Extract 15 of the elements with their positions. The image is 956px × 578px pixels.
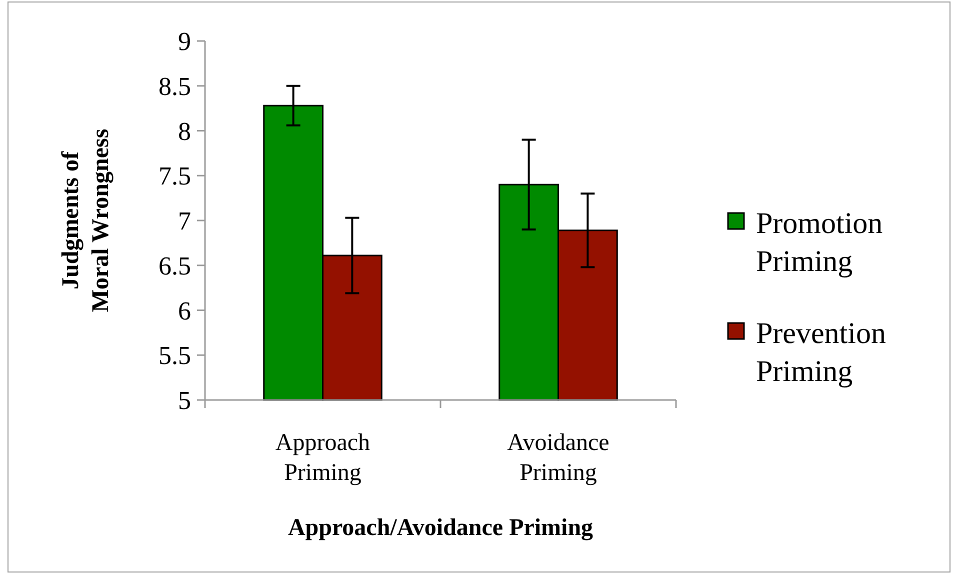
y-tick-label: 8 (178, 116, 191, 146)
y-tick-label: 5.5 (158, 341, 191, 370)
x-tick-label: Approach Priming (275, 430, 370, 486)
x-axis-title: Approach/Avoidance Priming (288, 515, 594, 541)
y-tick-label: 5 (178, 386, 191, 416)
y-tick-label: 7.5 (158, 162, 191, 191)
y-tick-label: 6.5 (158, 251, 191, 280)
y-tick-label: 9 (178, 27, 191, 56)
x-tick-label: Avoidance Priming (507, 430, 610, 486)
legend-label: Prevention Priming (756, 317, 886, 388)
legend-label: Promotion Priming (756, 207, 883, 278)
y-tick-label: 6 (178, 296, 191, 326)
y-tick-label: 8.5 (158, 72, 191, 101)
y-axis-title: Judgments of Moral Wrongness (58, 128, 114, 312)
y-tick-label: 7 (178, 206, 191, 236)
